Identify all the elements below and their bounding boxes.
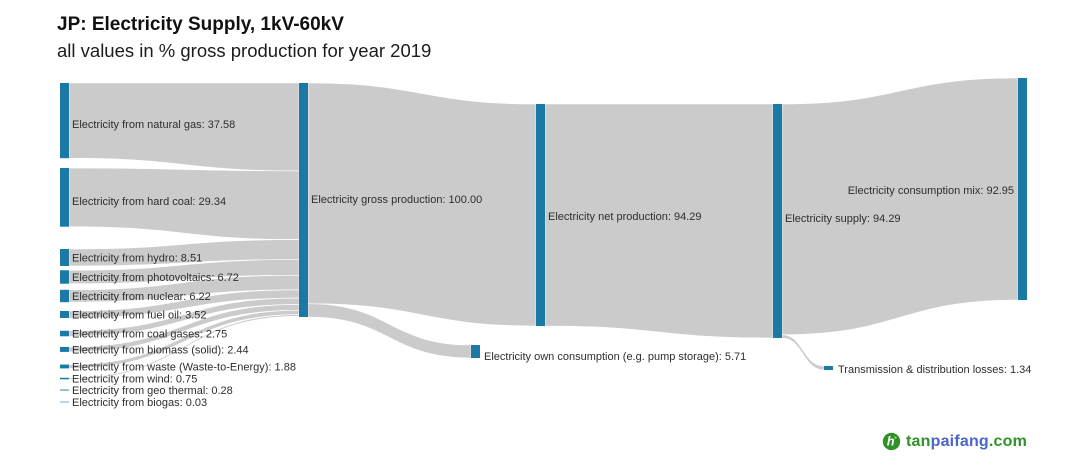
label-consumption_mix: Electricity consumption mix: 92.95: [848, 185, 1014, 197]
label-waste: Electricity from waste (Waste-to-Energy)…: [72, 361, 296, 373]
node-nuclear: [60, 289, 69, 303]
label-gross: Electricity gross production: 100.00: [311, 194, 482, 206]
tanpaifang-logo-icon: h: [882, 432, 901, 451]
flow-supply-losses: [781, 334, 825, 371]
label-fuel_oil: Electricity from fuel oil: 3.52: [72, 309, 207, 321]
label-own_consumption: Electricity own consumption (e.g. pump s…: [484, 351, 746, 363]
node-biomass: [60, 347, 69, 352]
flow-supply-consumption_mix: [781, 77, 1019, 335]
node-own_consumption: [471, 345, 480, 358]
label-nuclear: Electricity from nuclear: 6.22: [72, 291, 211, 303]
label-losses: Transmission & distribution losses: 1.34: [838, 364, 1031, 376]
watermark-text-part: .com: [988, 432, 1028, 450]
node-coal_gases: [60, 330, 69, 337]
svg-text:h: h: [887, 435, 895, 449]
chart-subtitle: all values in % gross production for yea…: [57, 40, 432, 61]
node-losses: [824, 366, 833, 370]
label-hydro: Electricity from hydro: 8.51: [72, 252, 202, 264]
label-geo_thermal: Electricity from geo thermal: 0.28: [72, 385, 233, 397]
node-biogas: [60, 401, 69, 403]
node-waste: [60, 364, 69, 369]
watermark-text-part: tan: [906, 432, 931, 450]
chart-title: JP: Electricity Supply, 1kV-60kV: [57, 14, 344, 35]
node-photovoltaics: [60, 270, 69, 284]
label-net: Electricity net production: 94.29: [548, 211, 701, 223]
node-net: [536, 104, 545, 326]
label-natural_gas: Electricity from natural gas: 37.58: [72, 119, 235, 131]
node-geo_thermal: [60, 389, 69, 391]
node-natural_gas: [60, 83, 69, 159]
label-supply: Electricity supply: 94.29: [785, 213, 901, 225]
node-hydro: [60, 249, 69, 266]
label-biogas: Electricity from biogas: 0.03: [72, 397, 207, 409]
node-wind: [60, 377, 69, 380]
node-gross: [299, 83, 308, 317]
node-supply: [773, 104, 782, 338]
label-wind: Electricity from wind: 0.75: [72, 373, 197, 385]
watermark-text-part: paifang: [930, 432, 989, 450]
node-fuel_oil: [60, 311, 69, 318]
node-consumption_mix: [1018, 78, 1027, 300]
watermark-logo: h tan paifang .com: [882, 432, 1027, 451]
label-photovoltaics: Electricity from photovoltaics: 6.72: [72, 272, 239, 284]
label-hard_coal: Electricity from hard coal: 29.34: [72, 196, 226, 208]
flow-biogas-gross: [68, 316, 300, 403]
label-coal_gases: Electricity from coal gases: 2.75: [72, 328, 227, 340]
label-biomass: Electricity from biomass (solid): 2.44: [72, 344, 249, 356]
node-hard_coal: [60, 168, 69, 227]
